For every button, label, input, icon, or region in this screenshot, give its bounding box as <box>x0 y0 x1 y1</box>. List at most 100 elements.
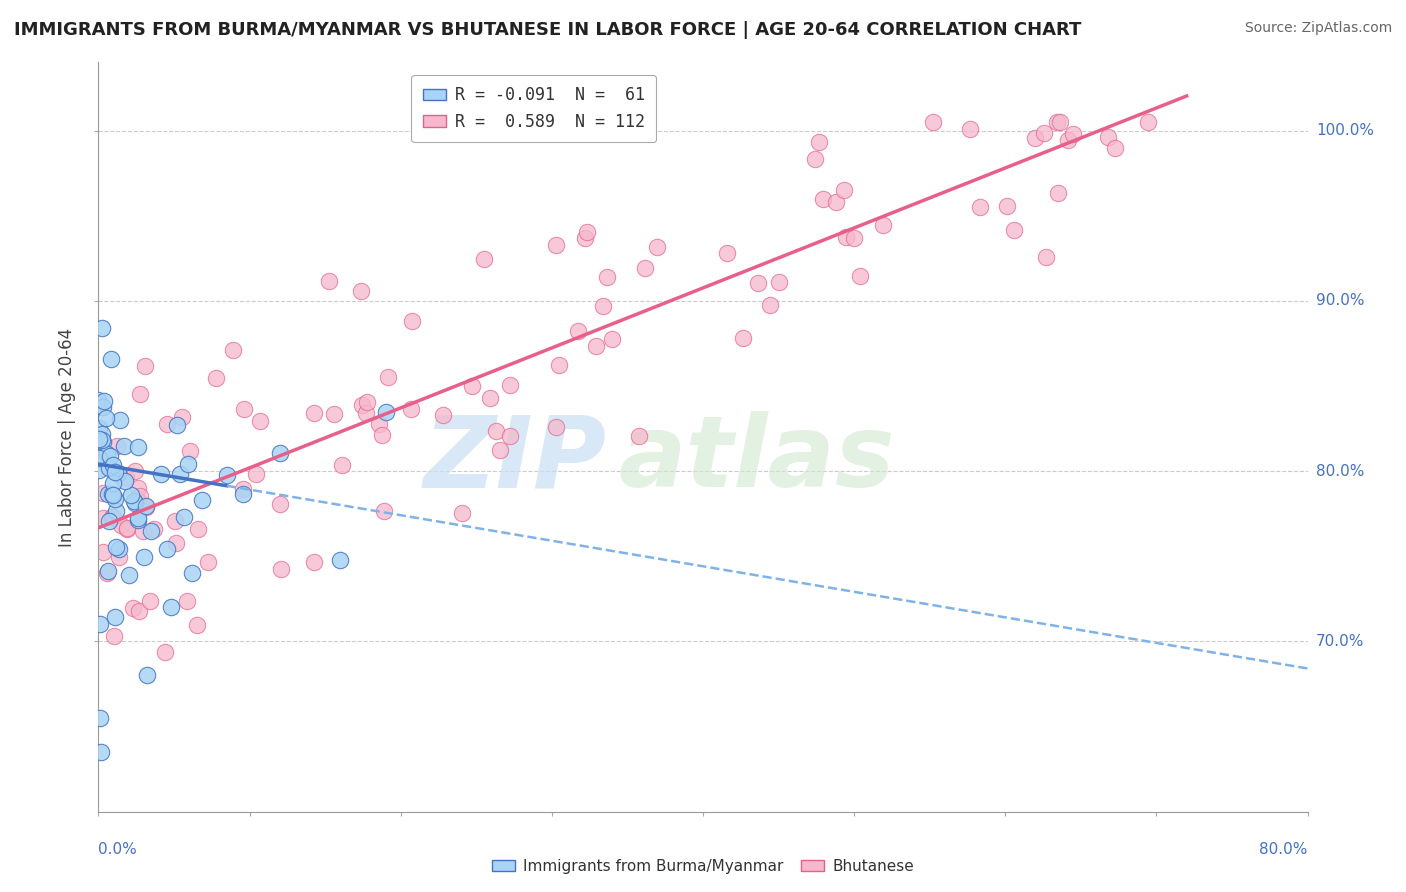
Point <box>128 603 150 617</box>
Point <box>232 482 254 496</box>
Point <box>450 506 472 520</box>
Text: atlas: atlas <box>619 411 894 508</box>
Point <box>103 475 125 490</box>
Point <box>142 522 165 536</box>
Point <box>232 486 254 500</box>
Point <box>91 545 114 559</box>
Point <box>117 521 139 535</box>
Text: Source: ZipAtlas.com: Source: ZipAtlas.com <box>1244 21 1392 35</box>
Point <box>1046 115 1069 129</box>
Point <box>1062 127 1084 141</box>
Point <box>134 550 156 565</box>
Point <box>546 237 568 252</box>
Point <box>401 314 423 328</box>
Point <box>176 593 198 607</box>
Point <box>127 511 149 525</box>
Point <box>807 135 830 149</box>
Point <box>139 524 162 538</box>
Point <box>1056 133 1078 147</box>
Point <box>120 488 142 502</box>
Point <box>114 474 136 488</box>
Point <box>135 500 157 514</box>
Point <box>804 152 827 166</box>
Point <box>90 745 112 759</box>
Point <box>544 420 567 434</box>
Point <box>169 467 191 482</box>
Point <box>118 567 141 582</box>
Point <box>91 511 114 525</box>
Point <box>163 514 186 528</box>
Point <box>108 541 131 556</box>
Point <box>1046 186 1069 201</box>
Point <box>97 514 120 528</box>
Point <box>127 482 149 496</box>
Point <box>179 443 201 458</box>
Point <box>94 410 117 425</box>
Point <box>592 299 614 313</box>
Point <box>96 566 118 580</box>
Point <box>127 440 149 454</box>
Point <box>191 493 214 508</box>
Point <box>160 600 183 615</box>
Point <box>91 321 114 335</box>
Point <box>104 610 127 624</box>
Point <box>110 412 132 426</box>
Point <box>96 487 118 501</box>
Point <box>350 284 373 298</box>
Point <box>124 496 146 510</box>
Point <box>87 450 110 465</box>
Point <box>105 504 128 518</box>
Point <box>91 401 114 415</box>
Point <box>89 463 111 477</box>
Point <box>373 503 395 517</box>
Point <box>1097 130 1119 145</box>
Point <box>89 432 111 446</box>
Point <box>645 240 668 254</box>
Point <box>356 395 378 409</box>
Point <box>91 435 114 450</box>
Point <box>115 522 138 536</box>
Point <box>98 449 121 463</box>
Point <box>105 439 128 453</box>
Point <box>232 402 254 417</box>
Point <box>270 562 292 576</box>
Point <box>129 386 152 401</box>
Point <box>150 467 173 482</box>
Point <box>135 499 157 513</box>
Point <box>197 555 219 569</box>
Point <box>825 194 848 209</box>
Point <box>172 409 194 424</box>
Point <box>104 466 127 480</box>
Point <box>731 331 754 345</box>
Point <box>156 417 179 432</box>
Point <box>849 268 872 283</box>
Point <box>155 645 177 659</box>
Point <box>399 401 422 416</box>
Point <box>166 418 188 433</box>
Point <box>89 400 111 414</box>
Point <box>107 467 129 481</box>
Point <box>134 359 156 373</box>
Point <box>368 417 391 431</box>
Point <box>101 509 124 524</box>
Point <box>302 555 325 569</box>
Point <box>97 565 120 579</box>
Point <box>832 183 855 197</box>
Point <box>627 429 650 443</box>
Point <box>716 245 738 260</box>
Point <box>93 394 115 409</box>
Point <box>747 276 769 290</box>
Point <box>87 421 110 435</box>
Point <box>872 218 894 232</box>
Point <box>574 230 596 244</box>
Point <box>813 192 835 206</box>
Point <box>104 492 127 507</box>
Point <box>323 407 346 421</box>
Point <box>567 324 589 338</box>
Legend: Immigrants from Burma/Myanmar, Bhutanese: Immigrants from Burma/Myanmar, Bhutanese <box>486 853 920 880</box>
Point <box>139 594 162 608</box>
Point <box>107 467 129 481</box>
Point <box>1137 115 1160 129</box>
Point <box>1104 140 1126 154</box>
Text: 100.0%: 100.0% <box>1316 123 1374 138</box>
